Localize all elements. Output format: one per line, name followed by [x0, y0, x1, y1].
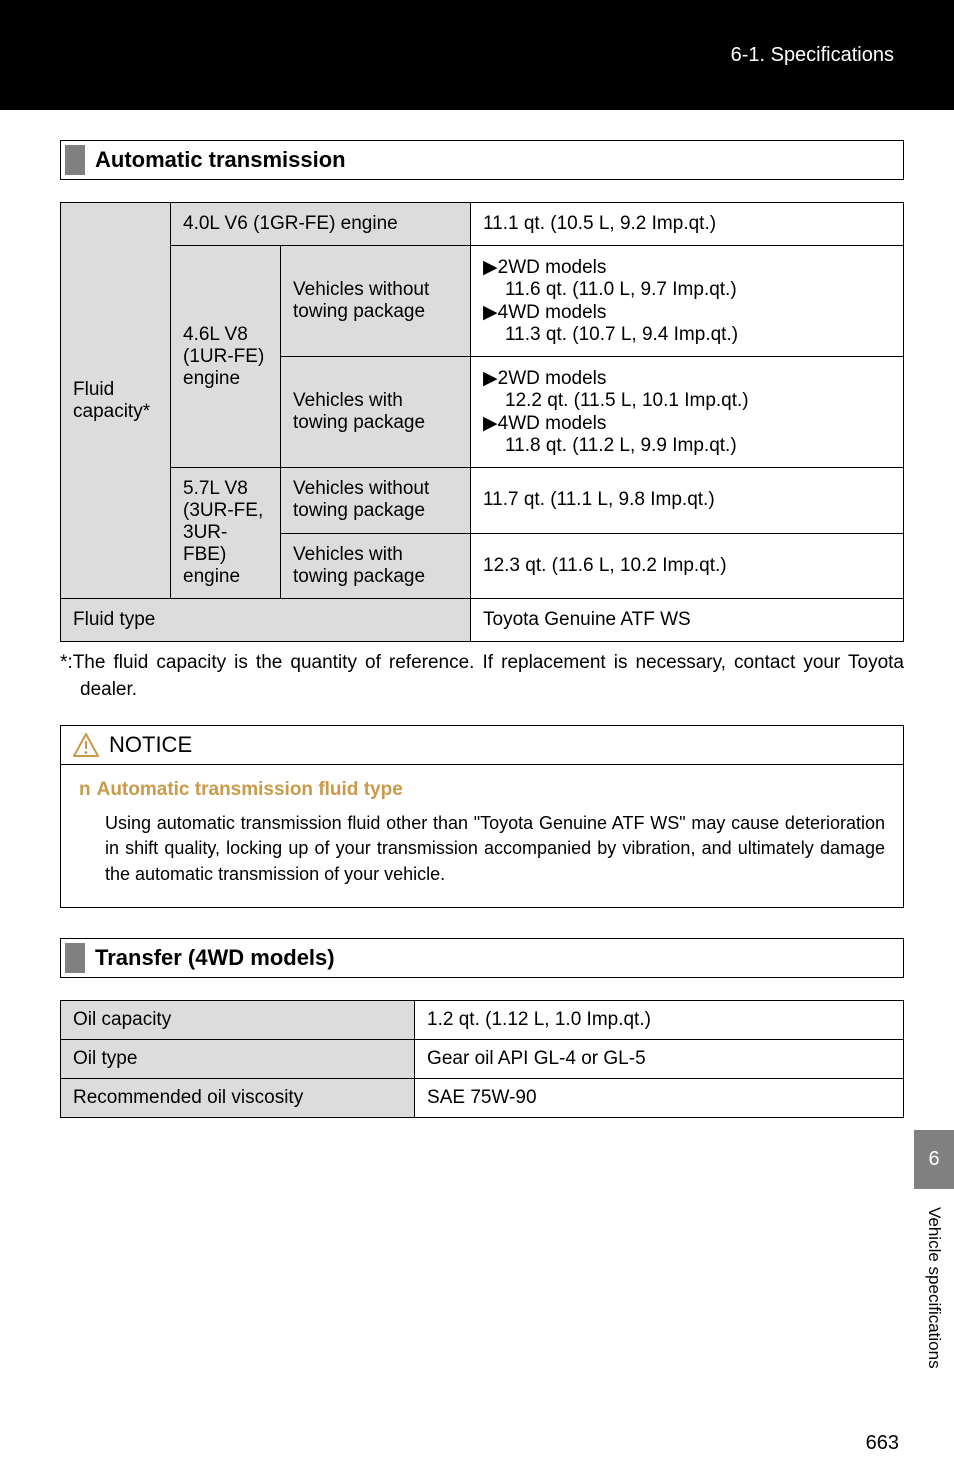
table-row: Fluid capacity* 4.0L V6 (1GR-FE) engine … — [61, 203, 904, 246]
notice-box: NOTICE n Automatic transmission fluid typ… — [60, 725, 904, 908]
table-row: Recommended oil viscosity SAE 75W-90 — [61, 1078, 904, 1117]
engine-cell: 4.0L V6 (1GR-FE) engine — [171, 203, 471, 246]
value-cell: 11.1 qt. (10.5 L, 9.2 Imp.qt.) — [471, 203, 904, 246]
bullet-n: n — [79, 779, 91, 800]
footnote-mark: *: — [60, 652, 73, 673]
row-header-fluid-capacity: Fluid capacity* — [61, 203, 171, 599]
engine-cell: 5.7L V8 (3UR-FE, 3UR-FBE) engine — [171, 468, 281, 599]
footnote: *:The fluid capacity is the quantity of … — [60, 650, 904, 703]
table-row: Oil type Gear oil API GL-4 or GL-5 — [61, 1039, 904, 1078]
heading-text: Automatic transmission — [95, 141, 346, 179]
breadcrumb: 6-1. Specifications — [731, 44, 894, 67]
qty-value: 11.8 qt. (11.2 L, 9.9 Imp.qt.) — [483, 435, 891, 457]
fluid-capacity-table: Fluid capacity* 4.0L V6 (1GR-FE) engine … — [60, 202, 904, 642]
table-row: 5.7L V8 (3UR-FE, 3UR-FBE) engine Vehicle… — [61, 468, 904, 534]
variant-cell: Vehicles with towing package — [281, 533, 471, 599]
page-number: 663 — [866, 1432, 899, 1455]
fluid-type-value: Toyota Genuine ATF WS — [471, 599, 904, 642]
qty-value: 11.3 qt. (10.7 L, 9.4 Imp.qt.) — [483, 324, 891, 346]
fluid-type-label: Fluid type — [61, 599, 471, 642]
value-cell: ▶2WD models 11.6 qt. (11.0 L, 9.7 Imp.qt… — [471, 246, 904, 357]
triangle-icon: ▶ — [483, 413, 498, 434]
heading-text: Transfer (4WD models) — [95, 939, 335, 977]
notice-sub-text: Automatic transmission fluid type — [97, 779, 403, 800]
heading-bar — [65, 145, 85, 175]
page-content: Automatic transmission Fluid capacity* 4… — [0, 110, 954, 1128]
value-cell: 1.2 qt. (1.12 L, 1.0 Imp.qt.) — [415, 1000, 904, 1039]
chapter-label: Vehicle specifications — [914, 1189, 954, 1387]
model-label: 2WD models — [498, 368, 607, 389]
value-cell: SAE 75W-90 — [415, 1078, 904, 1117]
model-label: 4WD models — [498, 302, 607, 323]
model-label: 2WD models — [498, 257, 607, 278]
notice-body: n Automatic transmission fluid type Using… — [61, 765, 903, 907]
triangle-icon: ▶ — [483, 302, 498, 323]
value-cell: 12.3 qt. (11.6 L, 10.2 Imp.qt.) — [471, 533, 904, 599]
section-heading-transfer: Transfer (4WD models) — [60, 938, 904, 978]
notice-label: NOTICE — [109, 732, 192, 758]
key-cell: Recommended oil viscosity — [61, 1078, 415, 1117]
transfer-table: Oil capacity 1.2 qt. (1.12 L, 1.0 Imp.qt… — [60, 1000, 904, 1118]
value-cell: Gear oil API GL-4 or GL-5 — [415, 1039, 904, 1078]
footnote-text: The fluid capacity is the quantity of re… — [73, 652, 904, 700]
notice-subheading: n Automatic transmission fluid type — [79, 779, 885, 801]
triangle-icon: ▶ — [483, 368, 498, 389]
warning-triangle-icon — [73, 733, 99, 757]
notice-paragraph: Using automatic transmission fluid other… — [79, 811, 885, 887]
table-row: Oil capacity 1.2 qt. (1.12 L, 1.0 Imp.qt… — [61, 1000, 904, 1039]
variant-cell: Vehicles with towing package — [281, 357, 471, 468]
table-row: 4.6L V8 (1UR-FE) engine Vehicles without… — [61, 246, 904, 357]
notice-heading: NOTICE — [61, 726, 903, 765]
qty-value: 11.6 qt. (11.0 L, 9.7 Imp.qt.) — [483, 279, 891, 301]
table-row: Fluid type Toyota Genuine ATF WS — [61, 599, 904, 642]
side-tab: 6 Vehicle specifications — [914, 1130, 954, 1387]
value-cell: ▶2WD models 12.2 qt. (11.5 L, 10.1 Imp.q… — [471, 357, 904, 468]
section-heading-automatic-transmission: Automatic transmission — [60, 140, 904, 180]
value-cell: 11.7 qt. (11.1 L, 9.8 Imp.qt.) — [471, 468, 904, 534]
heading-bar — [65, 943, 85, 973]
triangle-icon: ▶ — [483, 257, 498, 278]
key-cell: Oil capacity — [61, 1000, 415, 1039]
qty-value: 12.2 qt. (11.5 L, 10.1 Imp.qt.) — [483, 390, 891, 412]
variant-cell: Vehicles without towing package — [281, 246, 471, 357]
model-label: 4WD models — [498, 413, 607, 434]
chapter-number: 6 — [914, 1130, 954, 1189]
engine-cell: 4.6L V8 (1UR-FE) engine — [171, 246, 281, 468]
variant-cell: Vehicles without towing package — [281, 468, 471, 534]
header-band: 6-1. Specifications — [0, 0, 954, 110]
key-cell: Oil type — [61, 1039, 415, 1078]
